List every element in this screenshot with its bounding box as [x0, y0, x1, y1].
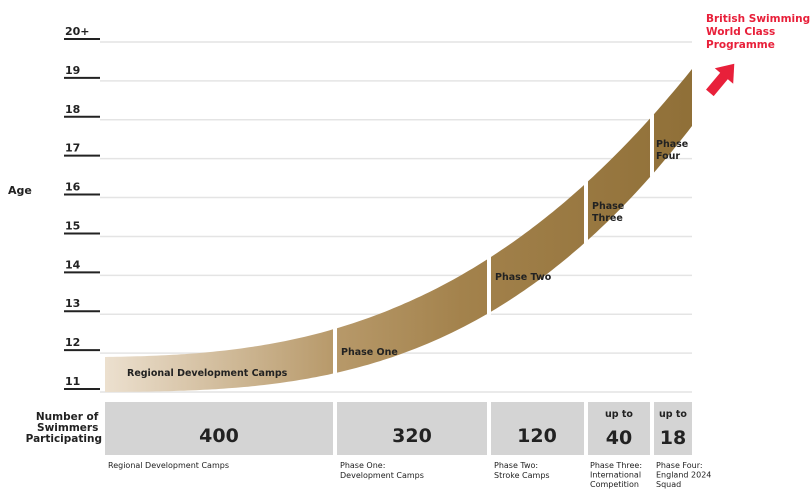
- phase-separators: [333, 114, 654, 376]
- participation-label: Number of Swimmers Participating: [26, 411, 102, 445]
- caption-regional: Regional Development Camps: [108, 461, 229, 470]
- caption-phase-three: Phase Three: International Competition: [590, 461, 645, 489]
- band-label-phase-one: Phase One: [341, 347, 398, 358]
- age-tick-label: 11: [65, 375, 80, 388]
- band-label-regional: Regional Development Camps: [127, 368, 288, 379]
- count-regional: 400: [199, 425, 239, 447]
- age-tick-label: 19: [65, 64, 80, 77]
- age-tick-label: 18: [65, 103, 80, 116]
- age-tick-label: 20+: [65, 25, 90, 38]
- caption-phase-one: Phase One: Development Camps: [340, 461, 424, 480]
- count-box-phase-one: [337, 402, 487, 455]
- count-prefix-phase-four: up to: [659, 409, 687, 420]
- count-box-phase-four: [654, 402, 692, 455]
- age-tick-label: 12: [65, 336, 80, 349]
- count-prefix-phase-three: up to: [605, 409, 633, 420]
- count-phase-one: 320: [392, 425, 432, 447]
- phase-separator: [333, 326, 337, 376]
- caption-phase-two: Phase Two: Stroke Camps: [494, 461, 550, 480]
- age-tick-label: 17: [65, 142, 80, 155]
- age-tick-label: 14: [65, 258, 81, 271]
- age-axis-title: Age: [8, 184, 32, 197]
- age-tick-label: 15: [65, 219, 80, 232]
- age-axis: 11 12 13 14 15 16 17 18 19 20+: [64, 25, 100, 390]
- programme-arrow-icon: [706, 63, 735, 97]
- caption-phase-four: Phase Four: England 2024 Squad: [656, 461, 714, 489]
- phase-separator: [487, 256, 491, 315]
- count-box-phase-three: [588, 402, 650, 455]
- band-label-phase-two: Phase Two: [495, 272, 552, 283]
- age-tick-label: 16: [65, 181, 81, 194]
- phase-separator: [584, 181, 588, 244]
- count-phase-four: 18: [660, 427, 686, 449]
- band-label-phase-three: Phase Three: [592, 201, 628, 224]
- count-phase-two: 120: [517, 425, 557, 447]
- count-box-regional: [105, 402, 333, 455]
- count-phase-three: 40: [606, 427, 632, 449]
- pathway-band: [105, 69, 692, 392]
- count-box-phase-two: [491, 402, 584, 455]
- phase-separator: [650, 114, 654, 177]
- age-tick-label: 13: [65, 297, 80, 310]
- programme-label: British Swimming World Class Programme: [706, 13, 810, 51]
- band-label-phase-four: Phase Four: [656, 139, 692, 162]
